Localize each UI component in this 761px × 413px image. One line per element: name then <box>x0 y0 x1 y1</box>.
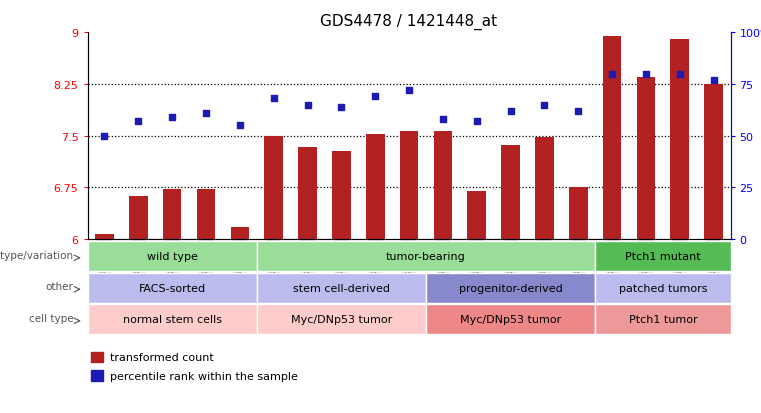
Bar <box>332 152 351 240</box>
Bar <box>434 131 452 240</box>
Bar <box>95 235 113 240</box>
Point <box>673 71 686 78</box>
Title: GDS4478 / 1421448_at: GDS4478 / 1421448_at <box>320 14 498 30</box>
Bar <box>91 352 103 363</box>
Point <box>640 71 652 78</box>
Text: Ptch1 mutant: Ptch1 mutant <box>625 252 701 262</box>
Text: cell type: cell type <box>29 313 74 323</box>
Point <box>234 123 246 129</box>
Bar <box>129 197 148 240</box>
Bar <box>400 131 419 240</box>
Point <box>470 119 482 125</box>
Point <box>98 133 110 140</box>
Point <box>200 110 212 117</box>
Text: stem cell-derived: stem cell-derived <box>293 283 390 293</box>
Point <box>369 94 381 100</box>
Point <box>606 71 618 78</box>
Bar <box>196 190 215 240</box>
Bar <box>501 145 520 240</box>
Bar <box>298 148 317 240</box>
Point <box>403 88 416 94</box>
Point <box>505 108 517 115</box>
Text: Ptch1 tumor: Ptch1 tumor <box>629 314 697 325</box>
Point <box>132 119 145 125</box>
Text: wild type: wild type <box>147 252 198 262</box>
Bar <box>569 188 587 240</box>
Bar <box>91 370 103 381</box>
Text: progenitor-derived: progenitor-derived <box>459 283 562 293</box>
Bar <box>467 191 486 240</box>
Text: tumor-bearing: tumor-bearing <box>386 252 466 262</box>
Text: normal stem cells: normal stem cells <box>123 314 221 325</box>
Bar <box>264 136 283 240</box>
Text: Myc/DNp53 tumor: Myc/DNp53 tumor <box>460 314 561 325</box>
Bar <box>670 40 689 240</box>
Text: transformed count: transformed count <box>110 352 214 362</box>
Bar <box>535 138 554 240</box>
Bar <box>603 36 622 240</box>
Text: Myc/DNp53 tumor: Myc/DNp53 tumor <box>291 314 392 325</box>
Text: other: other <box>46 282 74 292</box>
Point <box>336 104 348 111</box>
Point <box>166 114 178 121</box>
Bar <box>366 134 384 240</box>
Point <box>301 102 314 109</box>
Text: patched tumors: patched tumors <box>619 283 707 293</box>
Point <box>268 96 280 102</box>
Point <box>708 77 720 84</box>
Text: percentile rank within the sample: percentile rank within the sample <box>110 371 298 381</box>
Text: FACS-sorted: FACS-sorted <box>139 283 205 293</box>
Bar <box>231 227 249 240</box>
Text: genotype/variation: genotype/variation <box>0 250 74 260</box>
Point <box>437 116 449 123</box>
Point <box>572 108 584 115</box>
Bar <box>163 190 181 240</box>
Point <box>538 102 550 109</box>
Bar <box>705 85 723 240</box>
Bar <box>637 78 655 240</box>
